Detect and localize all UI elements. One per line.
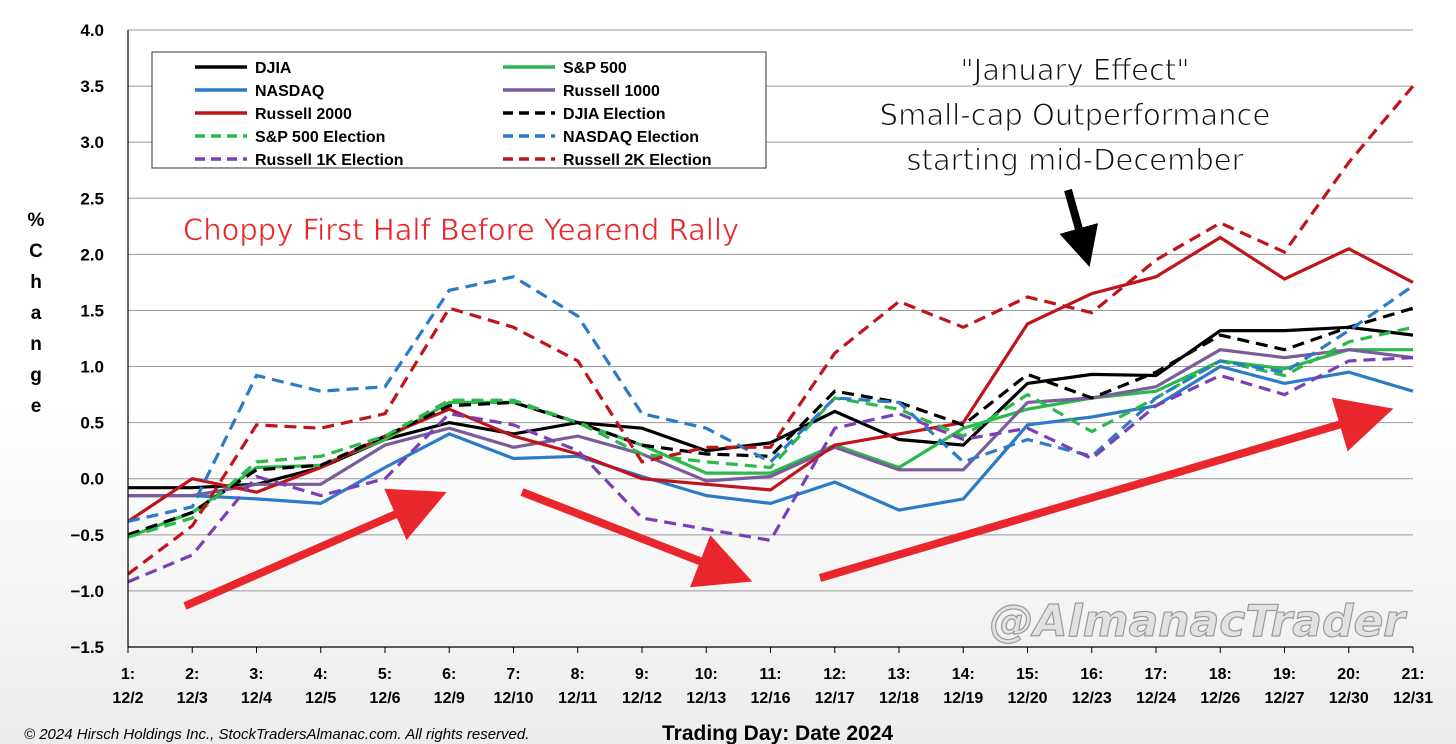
- x-tick-date: 12/10: [493, 690, 533, 707]
- legend-label: NASDAQ Election: [563, 129, 699, 146]
- y-tick-label: 1.0: [80, 358, 104, 377]
- x-tick-day: 6:: [442, 666, 456, 683]
- x-tick-day: 19:: [1273, 666, 1296, 683]
- y-tick-label: −1.5: [70, 638, 104, 657]
- y-axis-label-letter: e: [31, 396, 42, 417]
- x-tick-day: 3:: [249, 666, 263, 683]
- y-axis-ticks: 4.0 3.5 3.0 2.5 2.0 1.5 1.0 0.5 0.0 −0.5 −1.0 −1.5: [70, 21, 104, 657]
- annotation-black-arrow: [1059, 188, 1099, 267]
- x-tick-date: 12/4: [241, 690, 272, 707]
- x-tick-date: 12/13: [686, 690, 726, 707]
- legend-label: Russell 2000: [255, 106, 352, 123]
- y-tick-label: 2.0: [80, 245, 104, 264]
- x-tick-day: 9:: [635, 666, 649, 683]
- legend-label: DJIA: [255, 60, 292, 77]
- x-tick-day: 8:: [571, 666, 585, 683]
- y-tick-label: 2.5: [80, 189, 104, 208]
- trend-arrows: [183, 397, 1394, 610]
- x-tick-date: 12/23: [1072, 690, 1112, 707]
- x-tick-date: 12/9: [434, 690, 465, 707]
- x-tick-day: 7:: [506, 666, 520, 683]
- x-tick-day: 1:: [121, 666, 135, 683]
- x-tick-date: 12/18: [879, 690, 919, 707]
- y-tick-label: 3.0: [80, 133, 104, 152]
- x-tick-day: 20:: [1337, 666, 1360, 683]
- copyright-text: © 2024 Hirsch Holdings Inc., StockTrader…: [24, 726, 529, 743]
- y-axis-label-letter: %: [28, 210, 45, 231]
- annotation-january-effect-line2: Small-cap Outperformance: [880, 98, 1271, 132]
- y-tick-label: 0.5: [80, 414, 104, 433]
- legend-label: S&P 500 Election: [255, 129, 385, 146]
- series-nasdaq: [128, 364, 1414, 512]
- annotation-january-effect-line3: starting mid-December: [906, 143, 1243, 177]
- x-tick-day: 18:: [1209, 666, 1232, 683]
- x-tick-day: 13:: [887, 666, 910, 683]
- y-tick-label: 4.0: [80, 21, 104, 40]
- x-tick-date: 12/19: [943, 690, 983, 707]
- trend-arrow-up-1: [183, 488, 447, 610]
- x-tick-date: 12/27: [1264, 690, 1304, 707]
- x-tick-date: 12/24: [1136, 690, 1176, 707]
- legend: DJIA S&P 500 NASDAQ Russell 1000 Russell 200…: [195, 60, 712, 169]
- trend-arrow-up-2: [818, 397, 1394, 582]
- legend-label: DJIA Election: [563, 106, 666, 123]
- x-axis-label: Trading Day: Date 2024: [662, 722, 893, 744]
- x-tick-day: 14:: [952, 666, 975, 683]
- series-djia-election: [127, 306, 1414, 537]
- legend-label: NASDAQ: [255, 83, 324, 100]
- x-tick-date: 12/3: [177, 690, 208, 707]
- x-tick-day: 10:: [695, 666, 718, 683]
- x-tick-day: 12:: [823, 666, 846, 683]
- x-tick-date: 12/16: [750, 690, 790, 707]
- trend-arrow-down: [520, 488, 753, 588]
- x-tick-day: 21:: [1401, 666, 1424, 683]
- x-tick-date: 12/30: [1329, 690, 1369, 707]
- y-tick-label: −0.5: [70, 526, 104, 545]
- series-russell-1000: [128, 348, 1414, 498]
- watermark: @AlmanacTrader: [990, 596, 1408, 647]
- x-tick-day: 16:: [1080, 666, 1103, 683]
- x-tick-day: 5:: [378, 666, 392, 683]
- x-tick-day: 4:: [314, 666, 328, 683]
- x-tick-date: 12/31: [1393, 690, 1433, 707]
- x-tick-day: 2:: [185, 666, 199, 683]
- x-tick-day: 17:: [1144, 666, 1167, 683]
- x-tick-date: 12/11: [558, 690, 597, 707]
- legend-box: [151, 51, 767, 169]
- y-axis-label-letter: C: [29, 241, 43, 262]
- annotation-january-effect-line1: "January Effect": [960, 53, 1189, 87]
- legend-label: Russell 1000: [563, 83, 660, 100]
- y-tick-label: 0.0: [80, 470, 104, 489]
- y-axis-label-letter: h: [30, 272, 42, 293]
- x-tick-day: 11:: [759, 666, 781, 683]
- x-tick-day: 15:: [1016, 666, 1039, 683]
- y-tick-label: 3.5: [80, 77, 104, 96]
- legend-label: S&P 500: [563, 60, 627, 77]
- y-tick-label: −1.0: [70, 582, 104, 601]
- y-axis-label-letter: n: [30, 334, 42, 355]
- series-s-p-500-election: [127, 325, 1414, 539]
- x-tick-date: 12/20: [1007, 690, 1047, 707]
- series-lines: [127, 85, 1415, 584]
- y-axis-label-letter: g: [30, 365, 42, 386]
- series-russell-2k-election: [127, 85, 1415, 576]
- x-tick-date: 12/5: [305, 690, 336, 707]
- x-tick-date: 12/2: [112, 690, 143, 707]
- x-axis-ticks: 1: 12/2 2: 12/3 3: 12/4 4: 12/5 5: 12/6 6: 12/9 7: 12…: [112, 647, 1433, 707]
- x-tick-date: 12/17: [815, 690, 855, 707]
- legend-label: Russell 2K Election: [563, 152, 712, 169]
- y-axis-label-letter: a: [31, 303, 42, 324]
- legend-label: Russell 1K Election: [255, 152, 404, 169]
- y-tick-label: 1.5: [80, 301, 104, 320]
- x-tick-date: 12/12: [622, 690, 662, 707]
- x-tick-date: 12/6: [369, 690, 400, 707]
- x-tick-date: 12/26: [1200, 690, 1240, 707]
- annotation-choppy: Choppy First Half Before Yearend Rally: [183, 213, 739, 247]
